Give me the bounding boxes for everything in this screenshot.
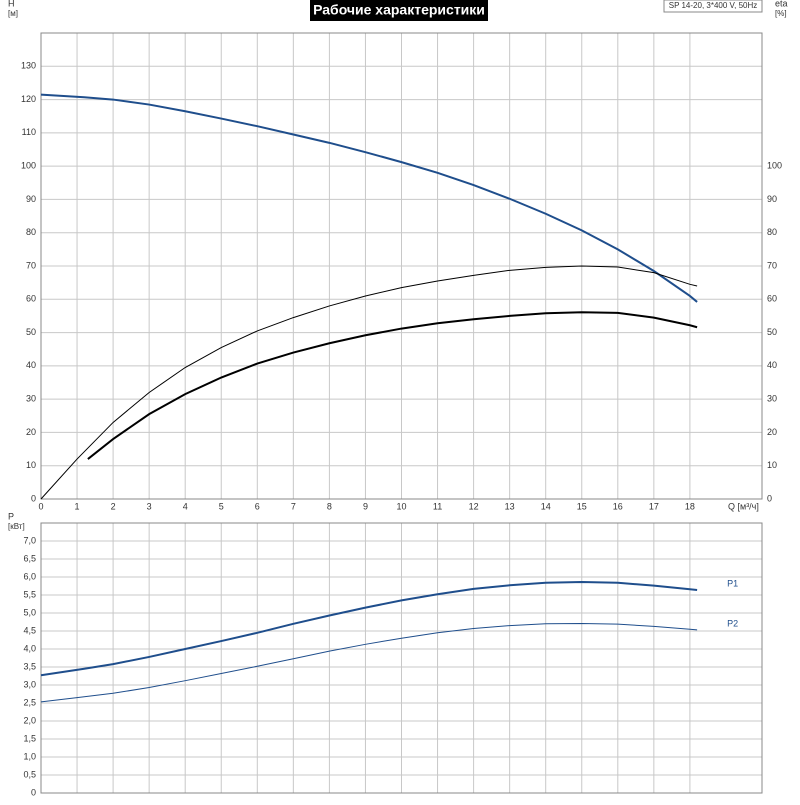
curve bbox=[87, 311, 698, 460]
y-tick-label: 3,5 bbox=[23, 661, 36, 671]
y-tick-label: 40 bbox=[26, 360, 36, 370]
y-unit: [м] bbox=[8, 9, 18, 18]
y-tick-label: 2,0 bbox=[23, 715, 36, 725]
y-tick-label: 80 bbox=[26, 227, 36, 237]
y-tick-label: 5,0 bbox=[23, 607, 36, 617]
x-tick-label: 18 bbox=[685, 501, 695, 511]
y-tick-label: 130 bbox=[21, 61, 36, 71]
plot-frame bbox=[40, 32, 763, 500]
curve bbox=[40, 581, 698, 677]
y-tick-label: 4,5 bbox=[23, 625, 36, 635]
subtitle: SP 14-20, 3*400 V, 50Hz bbox=[669, 1, 758, 10]
y2-tick-label: 50 bbox=[767, 327, 777, 337]
x-tick-label: 7 bbox=[291, 501, 296, 511]
x-tick-label: 14 bbox=[541, 501, 551, 511]
y-label: H bbox=[8, 0, 15, 8]
y2-tick-label: 0 bbox=[767, 493, 772, 503]
y2-tick-label: 40 bbox=[767, 360, 777, 370]
y2-tick-label: 70 bbox=[767, 260, 777, 270]
y-tick-label: 90 bbox=[26, 194, 36, 204]
y-tick-label: 100 bbox=[21, 161, 36, 171]
y2-tick-label: 30 bbox=[767, 394, 777, 404]
y-tick-label: 6,5 bbox=[23, 553, 36, 563]
x-tick-label: 10 bbox=[396, 501, 406, 511]
y2-tick-label: 100 bbox=[767, 161, 782, 171]
y-tick-label: 2,5 bbox=[23, 697, 36, 707]
chart-title: Рабочие характеристики bbox=[313, 2, 485, 18]
y-tick-label: 5,5 bbox=[23, 589, 36, 599]
y-tick-label: 120 bbox=[21, 94, 36, 104]
x-tick-label: 16 bbox=[613, 501, 623, 511]
x-tick-label: 13 bbox=[505, 501, 515, 511]
y-tick-label: 0 bbox=[31, 787, 36, 797]
y-unit: [кВт] bbox=[8, 522, 25, 531]
y-tick-label: 0,5 bbox=[23, 769, 36, 779]
curve bbox=[40, 265, 698, 500]
y-tick-label: 1,5 bbox=[23, 733, 36, 743]
y2-tick-label: 20 bbox=[767, 427, 777, 437]
curve bbox=[40, 93, 698, 303]
x-tick-label: 15 bbox=[577, 501, 587, 511]
y-tick-label: 3,0 bbox=[23, 679, 36, 689]
y-tick-label: 110 bbox=[22, 127, 36, 137]
y2-unit: [%] bbox=[775, 9, 787, 18]
y2-tick-label: 80 bbox=[767, 227, 777, 237]
y-tick-label: 10 bbox=[26, 460, 36, 470]
y-tick-label: 7,0 bbox=[23, 535, 36, 545]
x-label: Q [м³/ч] bbox=[728, 501, 759, 511]
y-label: P bbox=[8, 511, 14, 521]
x-tick-label: 17 bbox=[649, 501, 659, 511]
x-tick-label: 12 bbox=[469, 501, 479, 511]
x-tick-label: 3 bbox=[147, 501, 152, 511]
x-tick-label: 1 bbox=[75, 501, 80, 511]
subtitle-box bbox=[663, 0, 763, 13]
x-tick-label: 4 bbox=[183, 501, 188, 511]
series-label: P1 bbox=[727, 578, 738, 588]
x-tick-label: 8 bbox=[327, 501, 332, 511]
y-tick-label: 1,0 bbox=[23, 751, 36, 761]
y-tick-label: 60 bbox=[26, 294, 36, 304]
plot-frame bbox=[40, 522, 763, 794]
x-tick-label: 5 bbox=[219, 501, 224, 511]
y2-tick-label: 10 bbox=[767, 460, 777, 470]
y-tick-label: 50 bbox=[26, 327, 36, 337]
y2-tick-label: 90 bbox=[767, 194, 777, 204]
y-tick-label: 70 bbox=[26, 260, 36, 270]
y2-label: eta bbox=[775, 0, 788, 8]
y-tick-label: 30 bbox=[26, 394, 36, 404]
y-tick-label: 6,0 bbox=[23, 571, 36, 581]
y-tick-label: 0 bbox=[31, 493, 36, 503]
x-tick-label: 0 bbox=[38, 501, 43, 511]
y-tick-label: 20 bbox=[26, 427, 36, 437]
y2-tick-label: 60 bbox=[767, 294, 777, 304]
y-tick-label: 4,0 bbox=[23, 643, 36, 653]
x-tick-label: 6 bbox=[255, 501, 260, 511]
curve bbox=[40, 622, 698, 703]
x-tick-label: 11 bbox=[433, 501, 442, 511]
series-label: P2 bbox=[727, 618, 738, 628]
title-box bbox=[310, 0, 488, 21]
x-tick-label: 9 bbox=[363, 501, 368, 511]
x-tick-label: 2 bbox=[111, 501, 116, 511]
